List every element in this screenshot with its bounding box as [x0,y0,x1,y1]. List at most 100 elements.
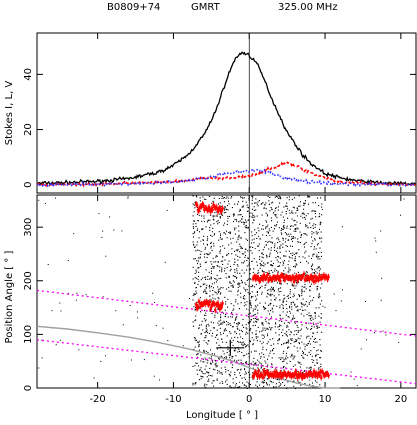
pa-noise-point [317,327,319,329]
pa-noise-point [216,279,218,281]
pa-point [216,301,220,305]
pa-noise-point [207,253,209,255]
pa-noise-point [281,233,283,235]
pa-noise-point [280,230,282,232]
pa-noise-point [279,384,281,386]
pa-noise-point [310,368,312,370]
pa-noise-point [270,217,272,219]
pa-noise-point [268,256,270,258]
pa-noise-point [283,350,285,352]
pa-noise-point [318,252,320,254]
pa-noise-point [267,341,269,343]
pa-noise-point [284,267,286,269]
pa-noise-point [193,220,195,222]
pa-noise-point [297,305,299,307]
pa-noise-point [192,321,194,323]
pa-noise-point [276,305,278,307]
pa-noise-point [254,305,256,307]
pa-noise-point [203,235,205,237]
pa-noise-point [243,287,245,289]
pa-noise-point [311,336,313,338]
pa-noise-point [264,302,266,304]
pa-point [219,303,222,307]
pa-noise-point [289,228,291,230]
pa-noise-point [257,359,259,361]
pa-noise-point [243,295,245,297]
pa-noise-point [268,323,270,325]
pa-noise-point [285,213,287,215]
pa-noise-point [311,236,313,238]
pa-noise-point [285,355,287,357]
pa-noise-point [193,204,195,206]
pa-noise-point [239,283,241,285]
pa-noise-point [244,373,246,375]
pa-noise-point [212,216,214,218]
pa-noise-point [277,261,279,263]
pa-point [214,206,217,210]
pa-noise-point [288,346,290,348]
pa-noise-point [227,263,229,265]
pa-noise-point [193,258,195,260]
pa-noise-point [265,321,267,323]
pa-noise-point [240,369,242,371]
pa-noise-point [301,324,303,326]
pa-noise-point [286,227,288,229]
pa-noise-point [241,216,243,218]
pa-noise-point [228,260,230,262]
pa-noise-point [318,367,320,369]
longitude-x-axis-label: Longitude [ ° ] [186,410,258,421]
pa-noise-point [221,214,223,216]
pa-noise-point [311,210,313,212]
pa-noise-point [215,278,217,280]
pa-noise-point [270,295,272,297]
pa-noise-point [296,252,298,254]
pa-noise-point [259,331,261,333]
pa-noise-point [192,195,194,197]
pa-noise-point [270,241,272,243]
pa-noise-point [267,364,269,366]
pa-noise-point [225,303,227,305]
pa-noise-point [365,301,366,302]
pa-noise-point [196,277,198,279]
pa-noise-point [218,239,220,241]
pa-point [255,373,258,376]
pa-noise-point [260,275,262,277]
pa-noise-point [264,204,266,206]
pa-noise-point [251,285,253,287]
pa-noise-point [219,250,221,252]
pa-noise-point [253,357,255,359]
pa-noise-point [248,346,250,348]
pa-point [213,205,216,209]
pa-noise-point [272,366,274,368]
pa-point [273,370,277,374]
pa-noise-point [207,380,209,382]
pa-noise-point [316,272,318,274]
pa-noise-point [216,215,218,217]
pa-noise-point [335,310,337,312]
pa-point [218,308,222,311]
pa-noise-point [291,236,293,238]
pa-noise-point [192,294,194,296]
pa-noise-point [232,314,234,316]
pa-noise-point [211,283,213,285]
pa-noise-point [316,268,318,270]
pa-noise-point [213,380,215,382]
pa-noise-point [264,287,266,289]
pa-noise-point [306,305,308,307]
pa-point [269,276,272,280]
pa-noise-point [266,383,268,385]
pa-noise-point [307,328,309,330]
pa-noise-point [319,344,321,346]
pa-noise-point [266,328,268,330]
pa-noise-point [194,320,196,322]
pa-noise-point [251,231,253,233]
pa-noise-point [217,265,219,267]
pa-noise-point [252,361,254,363]
pa-noise-point [304,370,306,372]
pa-noise-point [226,237,228,239]
pa-noise-point [320,273,322,275]
pa-noise-point [292,358,294,360]
pa-noise-point [241,281,243,283]
pa-noise-point [241,269,243,271]
pa-noise-point [203,314,205,316]
